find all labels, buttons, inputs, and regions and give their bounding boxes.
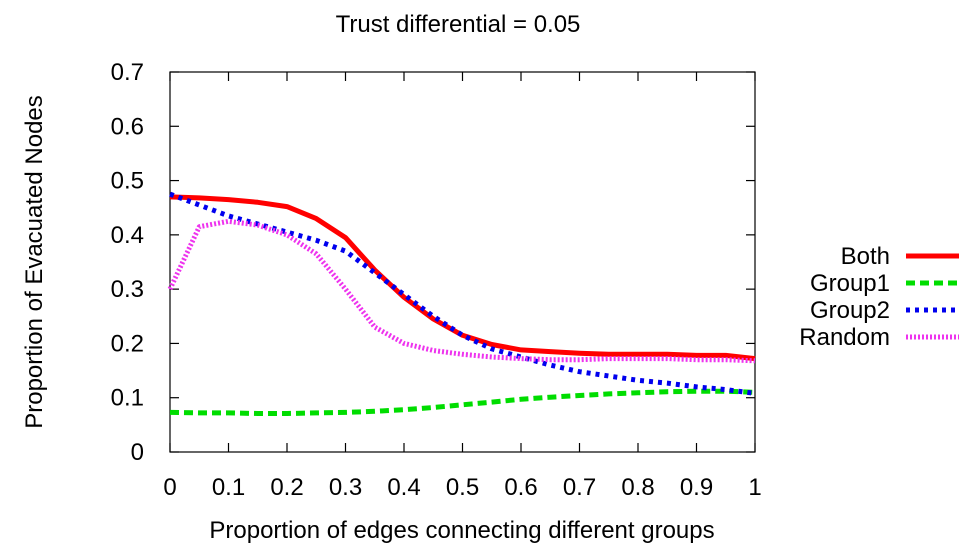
y-tick-label: 0.2 [111,330,144,357]
x-tick-label: 0.5 [446,474,479,501]
x-tick-label: 0.6 [504,474,537,501]
x-tick-label: 1 [748,474,761,501]
x-tick-label: 0.7 [563,474,596,501]
x-axis-label: Proportion of edges connecting different… [209,517,714,544]
y-tick-label: 0.3 [111,276,144,303]
x-tick-label: 0.3 [329,474,362,501]
x-tick-label: 0 [163,474,176,501]
x-tick-label: 0.1 [212,474,245,501]
x-tick-label: 0.2 [270,474,303,501]
y-tick-label: 0.7 [111,59,144,86]
x-tick-label: 0.4 [387,474,420,501]
y-tick-label: 0.5 [111,168,144,195]
plot-area: 0 0.1 0.2 0.3 0.4 0.5 0.6 0.7 0.8 0.9 1 0 0.1 0.2 0.3 0… [111,59,762,501]
y-tick-label: 0.1 [111,385,144,412]
series-line-group1 [169,388,756,416]
series-line-random [167,218,756,364]
y-tick-label: 0 [131,439,144,466]
plot-frame [169,71,756,453]
legend-label-random: Random [799,324,890,351]
y-axis-label: Proportion of Evacuated Nodes [21,95,48,429]
chart-title: Trust differential = 0.05 [336,11,581,38]
y-tick-label: 0.4 [111,222,144,249]
y-tick-label: 0.6 [111,113,144,140]
x-tick-label: 0.8 [621,474,654,501]
series-line-group2 [169,191,756,396]
legend-label-group2: Group2 [810,297,890,324]
series-line-both [169,194,756,362]
x-tick-label: 0.9 [680,474,713,501]
legend-label-both: Both [841,243,890,270]
legend-label-group1: Group1 [810,270,890,297]
